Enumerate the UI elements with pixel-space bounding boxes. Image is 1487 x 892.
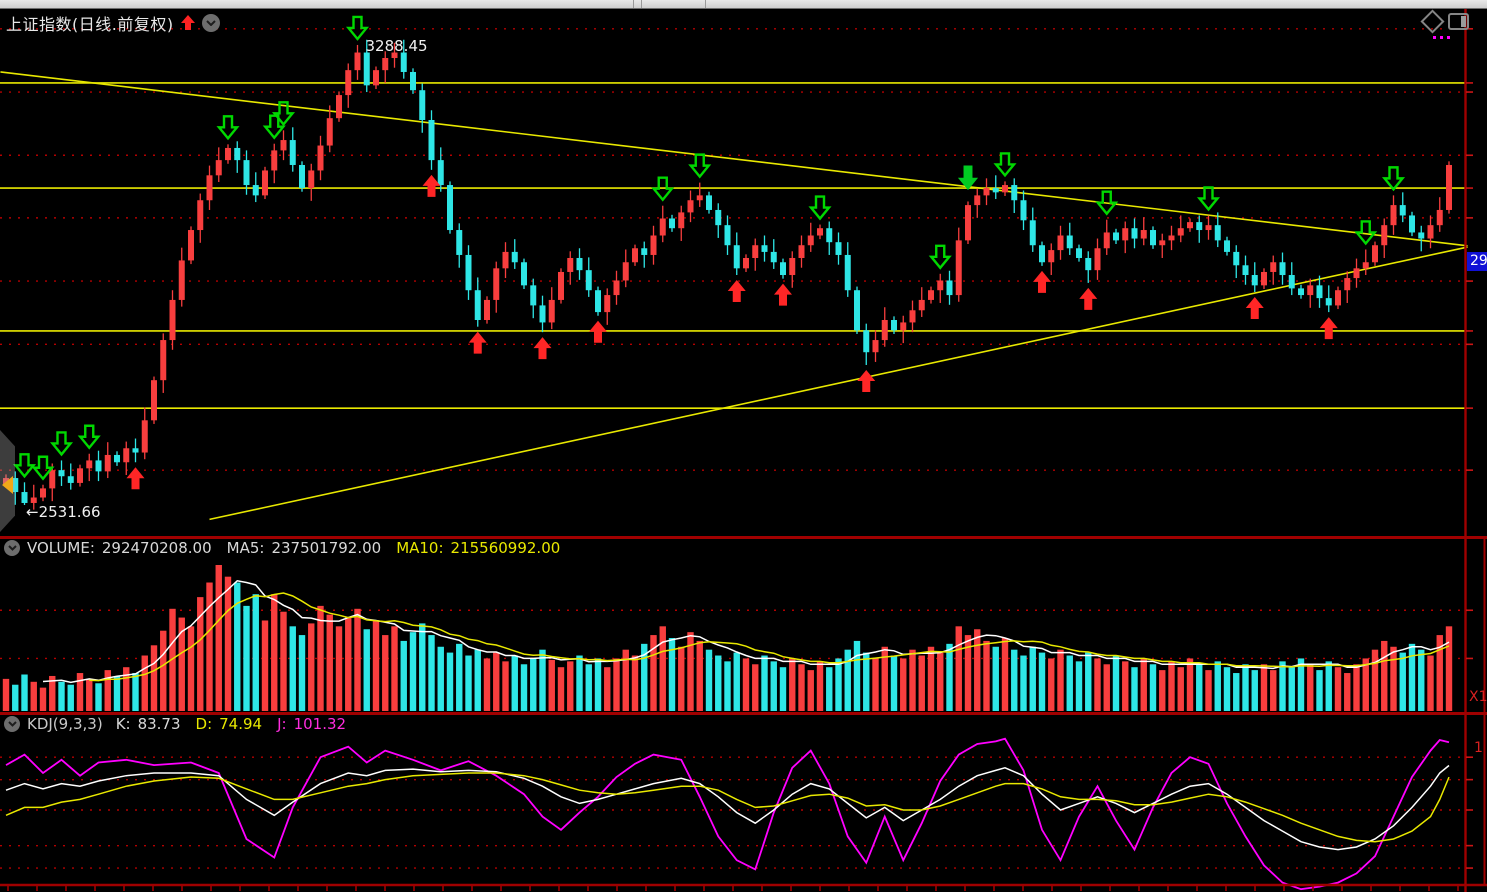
kdj-d-label: D: — [195, 715, 213, 733]
trend-up-arrow-icon — [180, 15, 195, 30]
volume-axis-multiplier-label: X1 — [1469, 689, 1487, 705]
collapse-volume-pane-button[interactable] — [4, 540, 20, 556]
kdj-j-label: J: — [277, 715, 287, 733]
diamond-tool-icon[interactable] — [1420, 9, 1445, 34]
volume-pane-header: VOLUME: 292470208.00 MA5: 237501792.00 M… — [4, 539, 560, 557]
window-top-strip — [0, 0, 1487, 9]
collapse-kdj-pane-button[interactable] — [4, 716, 20, 732]
magenta-dots-indicator — [1433, 36, 1450, 39]
kdj-pane-header: KDJ(9,3,3) K: 83.73 D: 74.94 J: 101.32 — [4, 715, 346, 733]
kdj-axis-level-label: 1 — [1474, 740, 1483, 756]
kdj-k-label: K: — [115, 715, 131, 733]
low-price-label: ←2531.66 — [26, 503, 101, 521]
main-chart-title-row: 上证指数(日线.前复权) — [6, 11, 220, 35]
symbol-title: 上证指数(日线.前复权) — [6, 15, 174, 34]
high-price-label: 3288.45 — [365, 36, 428, 55]
kdj-indicator-label: KDJ(9,3,3) — [27, 715, 103, 733]
topbar-divider — [633, 0, 634, 8]
volume-ma5-value: 237501792.00 — [271, 539, 382, 557]
sidebar-toggle-icon[interactable] — [1448, 13, 1469, 30]
kdj-j-value: 101.32 — [293, 715, 347, 733]
volume-value: 292470208.00 — [101, 539, 212, 557]
topbar-divider — [705, 0, 706, 8]
left-arrow-icon — [2, 476, 13, 494]
kdj-k-value: 83.73 — [137, 715, 181, 733]
collapse-main-pane-button[interactable] — [201, 14, 220, 32]
volume-indicator-label: VOLUME: — [27, 539, 95, 557]
latest-price-axis-badge: 29 — [1467, 252, 1487, 271]
volume-ma10-label: MA10: — [396, 539, 444, 557]
topbar-divider — [641, 0, 642, 8]
top-right-toolbar — [1420, 9, 1480, 42]
volume-ma10-value: 215560992.00 — [450, 539, 561, 557]
scroll-left-handle[interactable] — [0, 430, 15, 532]
kdj-d-value: 74.94 — [219, 715, 263, 733]
volume-ma5-label: MA5: — [226, 539, 265, 557]
